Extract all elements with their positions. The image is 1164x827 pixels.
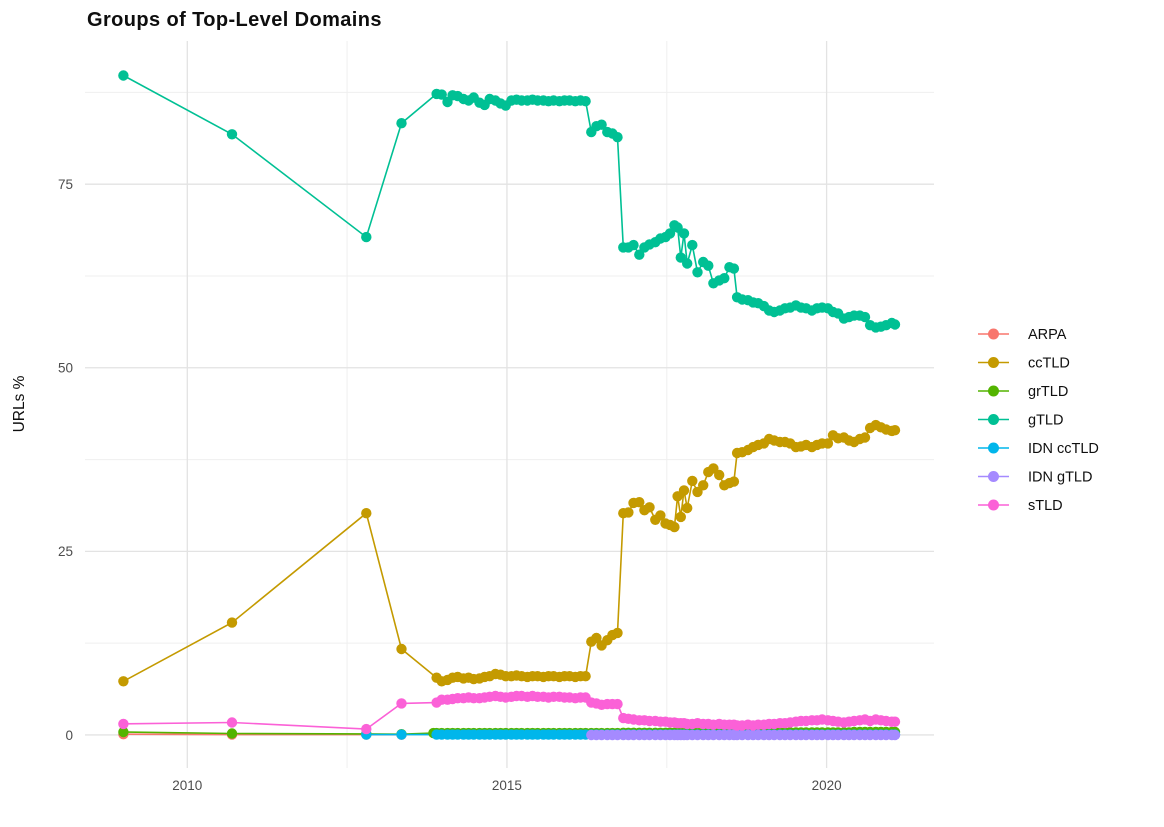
legend-key-dot	[988, 414, 999, 425]
legend-key-dot	[988, 357, 999, 368]
legend-key-dot	[988, 471, 999, 482]
series-points-idn-gtld	[586, 729, 901, 741]
y-tick-label: 25	[58, 544, 73, 559]
legend-item-cctld: ccTLD	[978, 356, 1070, 372]
x-tick-label: 2010	[172, 778, 202, 793]
data-point	[698, 480, 709, 491]
legend-item-gtld: gTLD	[978, 413, 1063, 429]
legend-label: IDN ccTLD	[1028, 441, 1099, 457]
series-points-gtld	[118, 70, 901, 333]
data-point	[396, 698, 407, 709]
data-point	[628, 239, 639, 251]
series-points-cctld	[118, 419, 901, 687]
data-point	[687, 475, 698, 487]
data-point	[678, 485, 690, 496]
legend-label: sTLD	[1028, 498, 1063, 514]
data-point	[682, 502, 693, 514]
series-points	[118, 70, 901, 741]
data-point	[822, 438, 834, 449]
y-tick-label: 0	[65, 728, 73, 743]
series-points-stld	[118, 690, 901, 735]
legend-key-dot	[988, 328, 999, 340]
axis-tick-labels: 0 25 50 75 2010 2015 2020	[58, 177, 842, 793]
series-line-gtld	[123, 74, 896, 329]
x-tick-label: 2020	[812, 778, 842, 793]
data-point	[226, 617, 238, 628]
data-point	[634, 249, 645, 260]
data-point	[612, 698, 623, 710]
data-point	[580, 671, 591, 682]
data-point	[859, 432, 871, 443]
data-point	[361, 508, 372, 519]
legend-item-idn-cctld: IDN ccTLD	[978, 441, 1099, 457]
data-point	[687, 239, 698, 251]
data-point	[612, 132, 623, 143]
data-point	[580, 96, 591, 107]
chart-title: Groups of Top-Level Domains	[87, 9, 382, 31]
data-point	[714, 469, 725, 481]
data-point	[226, 728, 238, 739]
data-point	[118, 726, 129, 738]
data-point	[396, 643, 407, 655]
data-point	[634, 497, 645, 508]
legend-label: grTLD	[1028, 384, 1068, 400]
grid-minor-lines	[85, 41, 934, 768]
data-point	[675, 511, 686, 523]
y-tick-label: 75	[58, 177, 73, 192]
y-axis-title: URLs %	[11, 375, 28, 432]
legend-label: ARPA	[1028, 327, 1067, 343]
data-point	[118, 676, 129, 687]
data-point	[859, 311, 871, 323]
legend-item-arpa: ARPA	[978, 327, 1067, 343]
data-point	[118, 70, 129, 81]
data-point	[623, 507, 634, 518]
x-tick-label: 2015	[492, 778, 522, 793]
legend-key-dot	[988, 499, 999, 511]
data-point	[396, 118, 407, 129]
data-point	[226, 129, 238, 140]
data-point	[361, 231, 372, 243]
legend-item-grtld: grTLD	[978, 384, 1068, 400]
data-point	[678, 228, 690, 239]
data-point	[396, 729, 407, 740]
data-point	[703, 260, 714, 271]
data-point	[719, 273, 730, 284]
data-point	[728, 476, 740, 487]
data-point	[596, 119, 607, 130]
legend-label: ccTLD	[1028, 356, 1070, 372]
y-tick-label: 50	[58, 361, 73, 376]
data-point	[226, 717, 238, 728]
legend-item-stld: sTLD	[978, 498, 1063, 514]
series-lines	[123, 74, 896, 736]
data-point	[644, 502, 655, 513]
data-point	[889, 319, 901, 330]
legend: ARPA ccTLD grTLD gTLD IDN ccTLD IDN gTLD sTLD	[978, 327, 1099, 514]
data-point	[692, 267, 703, 278]
legend-label: IDN gTLD	[1028, 470, 1092, 486]
data-point	[889, 425, 901, 436]
data-point	[361, 723, 372, 735]
legend-item-idn-gtld: IDN gTLD	[978, 470, 1092, 486]
data-point	[889, 716, 901, 727]
data-point	[889, 729, 901, 741]
legend-key-dot	[988, 385, 999, 397]
data-point	[612, 627, 623, 639]
data-point	[682, 258, 693, 269]
data-point	[655, 510, 666, 521]
data-point	[436, 89, 447, 100]
legend-label: gTLD	[1028, 413, 1063, 429]
data-point	[669, 521, 680, 533]
data-point	[664, 228, 676, 239]
legend-key-dot	[988, 442, 999, 454]
grid-major-lines	[85, 41, 934, 768]
data-point	[728, 263, 740, 274]
data-point	[118, 718, 129, 730]
data-point	[591, 632, 602, 644]
